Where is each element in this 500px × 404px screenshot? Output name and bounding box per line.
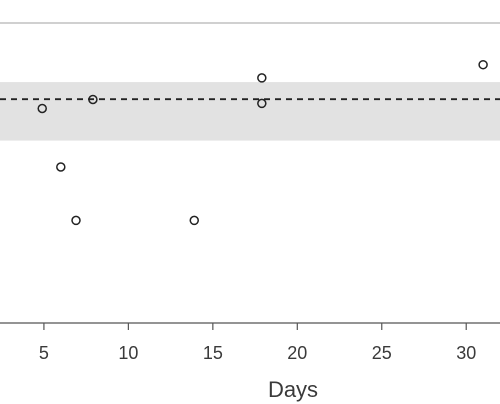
data-point-3 xyxy=(71,215,81,226)
x-tick-label-30: 30 xyxy=(456,343,476,363)
x-tick-label-20: 20 xyxy=(287,343,307,363)
x-tick-label-25: 25 xyxy=(372,343,392,363)
data-point-7 xyxy=(257,98,267,109)
data-point-5 xyxy=(189,215,200,226)
data-point-2 xyxy=(56,162,66,172)
reference-band xyxy=(0,82,500,141)
x-ticks: 5 10 15 20 25 30 xyxy=(39,323,476,363)
x-axis-title: Days xyxy=(268,377,318,402)
x-tick-label-5: 5 xyxy=(39,343,49,363)
points-layer xyxy=(37,59,488,226)
data-point-4 xyxy=(88,94,98,105)
x-tick-label-15: 15 xyxy=(203,343,223,363)
x-tick-label-10: 10 xyxy=(118,343,138,363)
data-point-6 xyxy=(257,73,267,83)
data-point-8 xyxy=(478,59,488,70)
data-point-1 xyxy=(37,103,47,114)
